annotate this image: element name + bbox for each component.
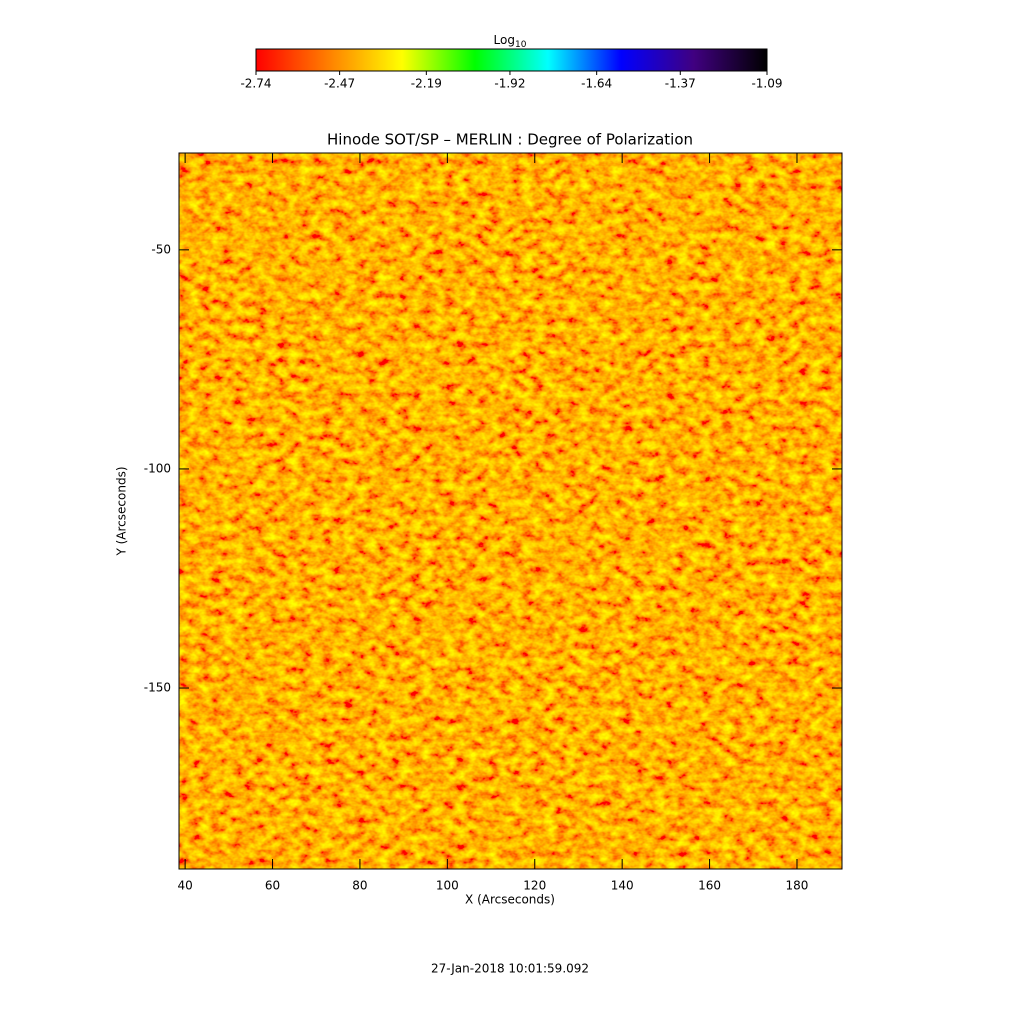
colorbar-tick-label: -2.19 [411, 77, 442, 91]
colorbar [255, 48, 768, 72]
x-tick-label: 160 [698, 879, 721, 893]
plot-frame [178, 152, 843, 870]
y-tick-label: -100 [144, 461, 171, 475]
y-tick-label: -150 [144, 681, 171, 695]
x-tick-label: 80 [352, 879, 367, 893]
x-tick-label: 140 [611, 879, 634, 893]
y-tick-label: -50 [151, 242, 171, 256]
footer: 27-Jan-2018 10:01:59.092 [431, 962, 589, 976]
colorbar-tick-label: -1.92 [494, 77, 525, 91]
x-tick-label: 180 [786, 879, 809, 893]
colorbar-tick-label: -2.74 [240, 77, 271, 91]
colorbar-label-subscript: 10 [515, 40, 527, 50]
x-tick-label: 120 [523, 879, 546, 893]
colorbar-tick-label: -1.09 [751, 77, 782, 91]
x-axis-label: X (Arcseconds) [465, 893, 555, 907]
x-tick-label: 40 [177, 879, 192, 893]
colorbar-label: Log10 [494, 33, 527, 50]
y-axis-label: Y (Arcseconds) [115, 466, 129, 556]
colorbar-tick-label: -1.64 [581, 77, 612, 91]
x-tick-label: 100 [436, 879, 459, 893]
colorbar-tick-label: -1.37 [665, 77, 696, 91]
x-tick-label: 60 [265, 879, 280, 893]
chart-title: Hinode SOT/SP – MERLIN : Degree of Polar… [327, 131, 693, 149]
map-image [179, 153, 842, 869]
colorbar-tick-label: -2.47 [324, 77, 355, 91]
colorbar-label-text: Log [494, 33, 515, 47]
